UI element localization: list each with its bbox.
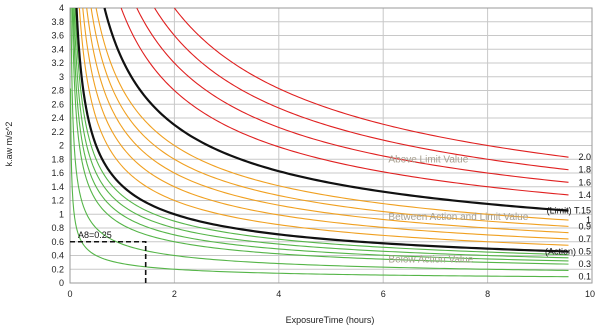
curves: [69, 7, 569, 278]
y-tick-label: 2.6: [51, 99, 64, 109]
curve-a8-1-15: [103, 7, 569, 212]
y-tick-label: 2.2: [51, 127, 64, 137]
x-tick-label: 8: [485, 289, 490, 299]
curve-a8-1-6: [136, 7, 569, 183]
y-tick-label: 0: [59, 278, 64, 288]
grid: [69, 7, 593, 284]
curve-label: (Action) 0.5: [545, 247, 591, 257]
y-tick-label: 2.8: [51, 86, 64, 96]
axes: ExposureTime (hours) k.aw m/s^2 0 2 4 6 8 100…: [4, 3, 595, 325]
y-tick-label: 1.2: [51, 196, 64, 206]
y-tick-label: 1.6: [51, 168, 64, 178]
a8-marker: A8=0.25: [70, 230, 147, 283]
y-tick-label: 0.2: [51, 264, 64, 274]
y-tick-label: 2: [59, 141, 64, 151]
curve-label: 0.1: [578, 272, 591, 282]
curve-a8-0-1: [69, 88, 569, 278]
zone-label-between: Between Action and Limit Value: [388, 212, 528, 223]
a8-marker-label: A8=0.25: [78, 230, 112, 240]
zone-labels: Above Limit Value Between Action and Limi…: [388, 155, 528, 266]
curve-a8-0-2: [70, 7, 569, 271]
y-tick-label: 2.4: [51, 113, 64, 123]
x-tick-label: 4: [276, 289, 281, 299]
y-tick-label: 4: [59, 3, 64, 13]
curve-a8-0-7: [82, 7, 569, 240]
curve-label: 1.8: [578, 165, 591, 175]
x-tick-label: 10: [585, 289, 595, 299]
x-tick-label: 6: [381, 289, 386, 299]
curve-a8-0-3: [71, 7, 569, 265]
plot-frame: [69, 7, 593, 284]
zone-label-above: Above Limit Value: [388, 155, 468, 166]
curve-a8-0-4: [73, 7, 569, 259]
y-tick-label: 0.4: [51, 251, 64, 261]
curve-label: 0.9: [578, 221, 591, 231]
y-tick-label: 3.2: [51, 58, 64, 68]
curve-a8-0-35: [72, 7, 569, 262]
y-tick-label: 3.4: [51, 44, 64, 54]
curve-a8-0-6: [78, 7, 569, 246]
curve-label: 2.0: [578, 152, 591, 162]
y-tick-label: 3.8: [51, 17, 64, 27]
y-tick-label: 1.4: [51, 182, 64, 192]
y-tick-label: 0.6: [51, 237, 64, 247]
curve-a8-0-5: [75, 7, 569, 253]
curve-a8-1-4: [120, 7, 569, 196]
zone-label-below: Below Action Value: [388, 254, 473, 265]
curve-label: 1: [586, 215, 591, 225]
curve-a8-0-45: [74, 7, 569, 256]
curve-label: 1.6: [578, 177, 591, 187]
curve-a8-0-8: [86, 7, 569, 234]
a8-marker-line: [70, 240, 147, 283]
x-axis-title: ExposureTime (hours): [286, 315, 375, 325]
y-axis-title: k.aw m/s^2: [4, 122, 14, 167]
curve-label: 0.7: [578, 234, 591, 244]
curve-label: (Limit) T.15: [547, 206, 591, 216]
y-tick-label: 3.6: [51, 31, 64, 41]
y-tick-label: 1.8: [51, 154, 64, 164]
y-tick-label: 3: [59, 72, 64, 82]
curve-a8-1-8: [154, 7, 569, 171]
y-tick-label: 0.8: [51, 223, 64, 233]
y-tick-label: 1: [59, 209, 64, 219]
curve-a8-2: [173, 7, 569, 158]
x-tick-label: 2: [172, 289, 177, 299]
curve-a8-0-9: [90, 7, 569, 227]
curve-label: 1.4: [578, 190, 591, 200]
curve-label: 0.3: [578, 259, 591, 269]
x-tick-label: 0: [67, 289, 72, 299]
curve-labels: 0.1 0.3 (Action) 0.5 0.7 0.91(Limit) T.15 1.4…: [545, 152, 591, 282]
curve-a8-1: [95, 7, 569, 221]
